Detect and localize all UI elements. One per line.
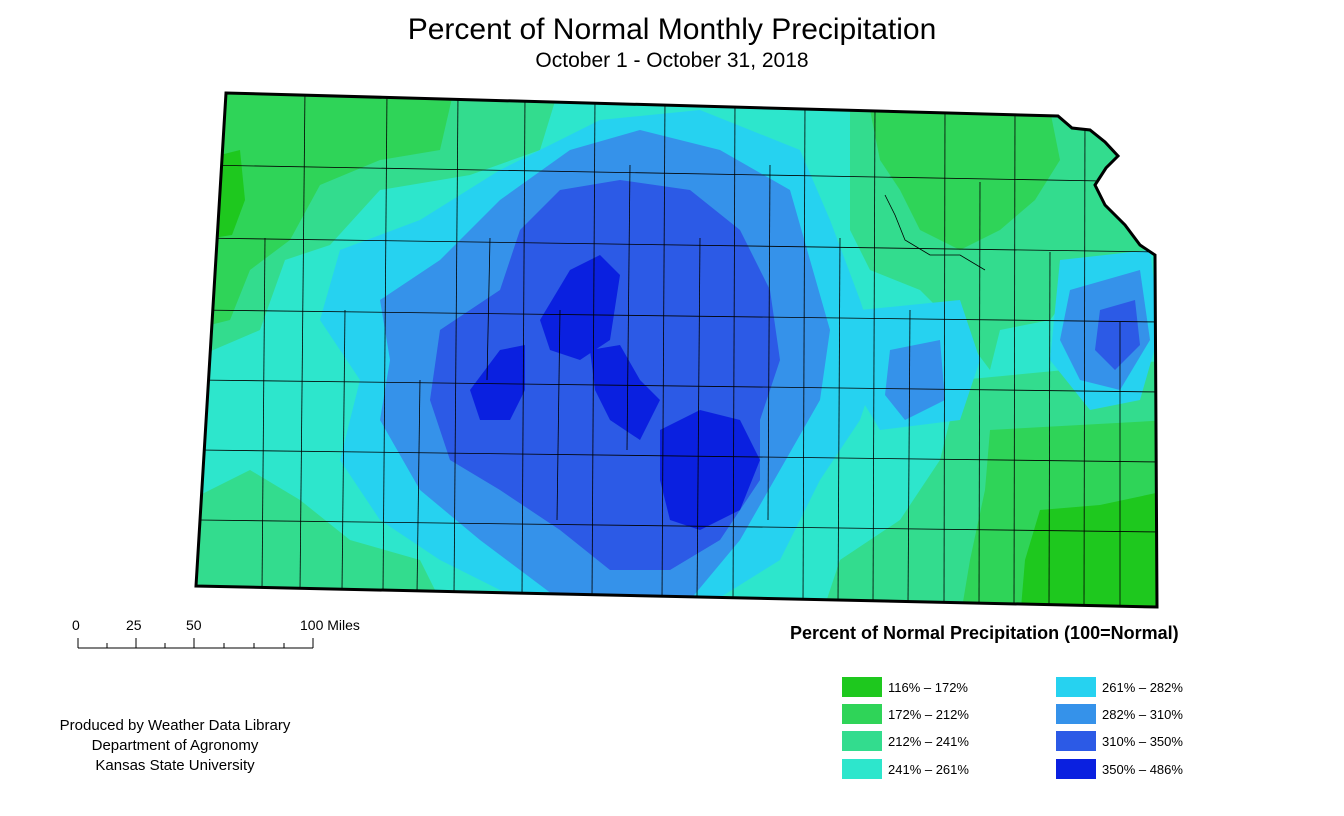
credits: Produced by Weather Data Library Departm… — [20, 716, 330, 776]
legend-swatch — [842, 731, 882, 751]
zone-350-486-central — [590, 345, 660, 440]
legend-label: 212% – 241% — [888, 733, 969, 749]
map-subtitle: October 1 - October 31, 2018 — [535, 49, 809, 72]
legend-swatch — [842, 704, 882, 724]
legend-label: 241% – 261% — [888, 761, 969, 777]
legend-title: Percent of Normal Precipitation (100=Nor… — [790, 623, 1179, 643]
legend-item: 350% – 486% — [1056, 759, 1183, 779]
legend-swatch — [1056, 677, 1096, 697]
precipitation-zones — [196, 93, 1157, 607]
legend-item: 212% – 241% — [842, 731, 969, 751]
zone-310-350-east — [1095, 300, 1140, 370]
scale-label-0: 0 — [72, 617, 80, 633]
zone-350-486-west — [470, 345, 525, 420]
scale-label-25: 25 — [126, 617, 142, 633]
zone-282-310-eastcentral — [885, 340, 945, 420]
zone-350-486-south — [660, 410, 760, 530]
legend-item: 172% – 212% — [842, 704, 969, 724]
legend-swatch — [1056, 704, 1096, 724]
zone-116-172-southeast — [1020, 490, 1157, 607]
credit-line-university: Kansas State University — [95, 757, 255, 774]
kansas-state-border — [194, 91, 1159, 609]
scale-bar-ruler — [77, 638, 314, 649]
legend-label: 116% – 172% — [888, 679, 968, 695]
credit-line-producer: Produced by Weather Data Library — [59, 717, 291, 734]
legend-label: 350% – 486% — [1102, 761, 1183, 777]
legend-item: 310% – 350% — [1056, 731, 1183, 751]
county-lines — [199, 93, 1157, 607]
legend-label: 172% – 212% — [888, 706, 969, 722]
scale-bar: 0 25 50 100 Miles — [70, 616, 390, 656]
legend-label: 310% – 350% — [1102, 733, 1183, 749]
legend-label: 282% – 310% — [1102, 706, 1183, 722]
legend-label: 261% – 282% — [1102, 679, 1183, 695]
zone-212-241-southwest — [196, 470, 450, 607]
legend-item: 241% – 261% — [842, 759, 969, 779]
legend-item: 282% – 310% — [1056, 704, 1183, 724]
legend-swatch — [1056, 759, 1096, 779]
credit-line-department: Department of Agronomy — [91, 737, 259, 754]
zone-172-212-northeast — [870, 110, 1060, 250]
legend-item: 261% – 282% — [1056, 677, 1183, 697]
legend-swatch — [842, 677, 882, 697]
legend-swatch — [842, 759, 882, 779]
legend-swatch — [1056, 731, 1096, 751]
scale-label-100-miles: 100 Miles — [300, 617, 360, 633]
zone-172-212-northwest — [196, 93, 455, 330]
map-title: Percent of Normal Monthly Precipitation — [407, 13, 937, 46]
legend-item: 116% – 172% — [842, 677, 968, 697]
scale-label-50: 50 — [186, 617, 202, 633]
